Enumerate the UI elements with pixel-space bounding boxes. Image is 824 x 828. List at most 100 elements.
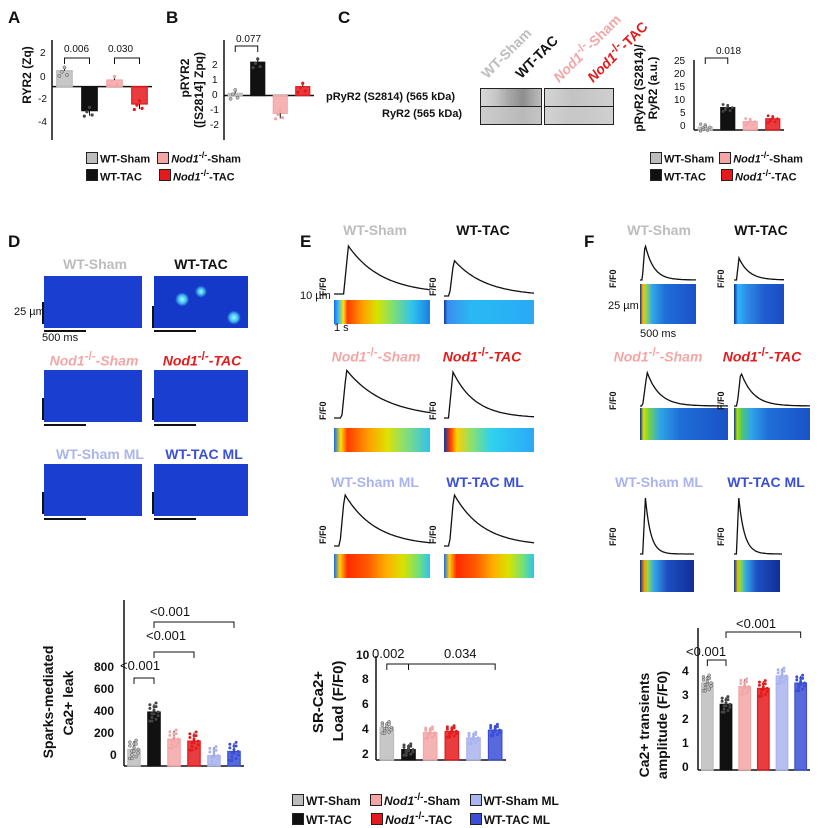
trace-ff0-label: F/F0 [716,527,726,546]
data-point [498,730,502,734]
data-point [251,66,255,70]
data-point [803,684,807,688]
data-point [407,749,410,753]
panel-e-title-wt-tac-ml: WT-TAC ML [446,474,524,490]
legend-nod-tac: -TAC [771,171,797,184]
bar [56,70,73,88]
title-nod-prefix: Nod1 [613,348,649,365]
legend-swatch [650,151,662,164]
data-point [148,703,152,707]
data-point [493,725,497,729]
panel-f-title-wt-sham-ml: WT-Sham ML [615,474,703,490]
panel-c-pval: 0.018 [716,46,742,57]
data-point [778,682,782,686]
panel-e-title-nod-tac: Nod1-/--TAC [432,346,532,365]
panel-d-pval: <0.001 [150,604,191,619]
panel-a-ytick: 0 [40,72,46,83]
legend-wt-tac-ml: WT-TAC ML [483,813,551,827]
data-point [402,743,406,747]
data-point [476,736,480,740]
legend-nod-tac: -TAC [209,171,235,184]
data-point [472,737,475,741]
data-point [170,739,174,743]
data-point [278,108,282,112]
bar [719,703,733,771]
panel-d-pval: <0.001 [120,658,161,673]
trace-wt-tac-ml [444,493,535,547]
legend-swatch [469,813,482,825]
data-point [208,746,212,750]
data-point [801,687,805,691]
panel-f-title-nod-tac: Nod1-/--TAC [712,346,812,365]
data-point [795,675,799,679]
data-point [132,745,136,750]
data-point [172,739,176,743]
data-point [476,738,480,742]
panel-a-ytick: 2 [40,48,46,59]
data-point [467,742,471,746]
panel-e-scan-nod-tac [444,428,534,452]
data-point [722,707,726,711]
data-point [708,125,712,129]
data-point [228,746,232,750]
data-point [230,755,234,759]
data-point [65,73,69,77]
data-point [280,116,285,120]
data-point [780,672,784,676]
data-point [190,748,194,752]
panel-d-title-wt-sham: WT-Sham [63,256,127,272]
data-point [230,759,234,763]
data-point [228,96,233,101]
data-point [707,687,712,691]
data-point [803,681,807,685]
data-point [705,682,710,687]
data-point [450,728,454,732]
title-nod-prefix: Nod1 [442,348,478,365]
data-point [778,679,782,683]
data-point [137,99,142,103]
data-point [763,693,767,697]
panel-label-a: A [8,8,21,27]
data-point [196,743,200,747]
legend-ab: WT-Sham Nod1-/--Sham WT-TAC Nod1-/--TAC [86,150,241,183]
data-point [698,122,703,126]
trace-ff0-label: F/F0 [428,525,438,544]
legend-nod-sup: -/- [415,811,425,822]
legend-bottom: WT-Sham Nod1-/--Sham WT-Sham ML WT-TAC N… [292,792,559,827]
data-point [731,106,734,109]
data-point [748,119,752,123]
data-point [801,673,805,677]
data-point [745,680,749,684]
legend-swatch [371,813,384,825]
data-point [192,734,196,738]
data-point [236,753,240,757]
legend-nod-sup: -/- [198,150,208,160]
data-point [784,674,788,678]
significance-bracket [234,45,259,52]
panel-d-scalebar-x [44,424,86,426]
data-point [402,753,406,757]
panel-f-ytick: 1 [682,736,689,750]
data-point [744,124,747,127]
panel-d-title-wt-sham-ml: WT-Sham ML [56,446,144,462]
panel-d-scalebar-y [42,492,44,514]
data-point [784,677,788,681]
panel-c-chart [693,57,784,133]
panel-f-ytick: 0 [682,760,689,774]
panel-e-ytick: 8 [362,672,369,686]
data-point [467,734,471,738]
data-point [741,692,745,696]
data-point [495,733,499,737]
legend-swatch [86,151,98,164]
legend-swatch [292,813,304,825]
data-point [776,117,779,121]
panel-d-scalebar-y [152,398,154,420]
data-point [154,717,158,721]
data-point [132,107,136,112]
panel-e-title-wt-sham-ml: WT-Sham ML [331,474,419,490]
data-point [743,686,747,690]
title-nod-suffix: -Sham [659,348,703,365]
panel-f-pval: <0.001 [686,644,727,659]
trace-ff0-label: F/F0 [716,269,726,288]
data-point [445,725,449,729]
